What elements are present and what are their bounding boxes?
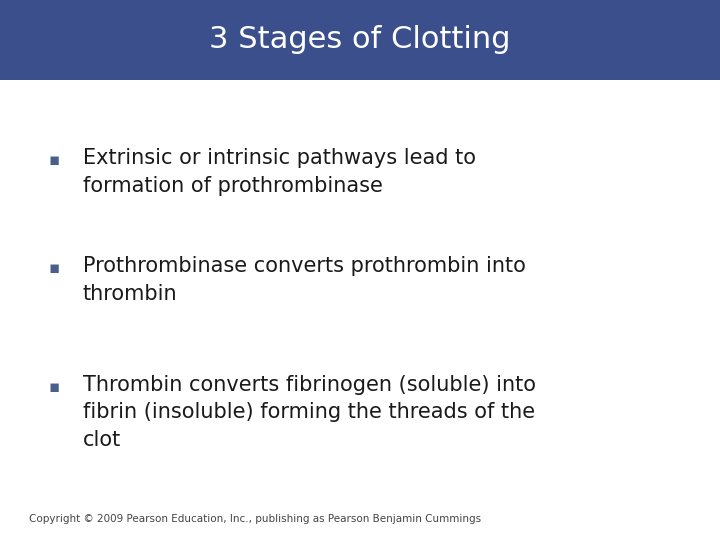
FancyBboxPatch shape — [0, 0, 720, 80]
Text: Thrombin converts fibrinogen (soluble) into
fibrin (insoluble) forming the threa: Thrombin converts fibrinogen (soluble) i… — [83, 375, 536, 450]
Text: ▪: ▪ — [48, 259, 60, 277]
Text: Copyright © 2009 Pearson Education, Inc., publishing as Pearson Benjamin Cumming: Copyright © 2009 Pearson Education, Inc.… — [29, 514, 481, 524]
Text: Prothrombinase converts prothrombin into
thrombin: Prothrombinase converts prothrombin into… — [83, 256, 526, 303]
Text: ▪: ▪ — [48, 151, 60, 169]
Text: ▪: ▪ — [48, 378, 60, 396]
Text: 3 Stages of Clotting: 3 Stages of Clotting — [210, 25, 510, 55]
Text: Extrinsic or intrinsic pathways lead to
formation of prothrombinase: Extrinsic or intrinsic pathways lead to … — [83, 148, 476, 195]
